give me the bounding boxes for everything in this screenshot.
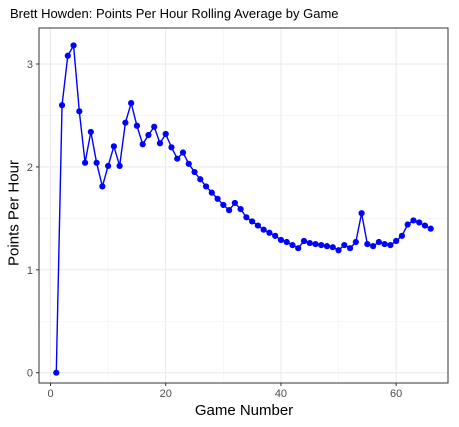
data-point: [70, 42, 77, 49]
series-layer: [53, 42, 434, 376]
data-point: [335, 247, 342, 254]
data-point: [260, 226, 267, 233]
plot-panel-border: [38, 27, 449, 384]
data-point: [128, 100, 135, 107]
data-point: [145, 131, 152, 139]
data-point: [318, 242, 325, 249]
data-point: [421, 222, 429, 229]
data-point: [329, 244, 336, 251]
data-point: [416, 219, 423, 226]
x-tick-label: 20: [160, 388, 172, 400]
data-point: [93, 159, 100, 166]
data-point: [364, 240, 371, 248]
data-point: [162, 130, 169, 138]
data-point: [272, 232, 279, 239]
chart-title: Brett Howden: Points Per Hour Rolling Av…: [10, 6, 339, 21]
x-tick-label: 40: [275, 388, 287, 400]
data-point: [174, 155, 181, 162]
data-point: [277, 236, 285, 244]
data-point: [249, 218, 256, 225]
data-point: [393, 237, 400, 245]
data-point: [398, 232, 406, 239]
data-point: [99, 183, 106, 190]
data-point: [179, 149, 187, 156]
data-point: [58, 102, 66, 109]
x-tick-label: 0: [47, 388, 53, 400]
data-point: [312, 240, 319, 248]
data-point: [300, 237, 308, 245]
data-point: [156, 140, 164, 147]
data-point: [352, 238, 359, 246]
data-point: [214, 195, 221, 202]
data-point: [358, 210, 365, 217]
data-point: [341, 242, 348, 249]
data-point: [289, 242, 296, 249]
data-point: [381, 240, 388, 248]
data-point: [133, 122, 141, 129]
data-point: [53, 369, 60, 376]
data-point: [110, 143, 117, 150]
y-tick-label: 1: [27, 265, 33, 277]
data-point: [191, 168, 198, 176]
data-point: [404, 221, 411, 228]
data-point: [168, 144, 175, 151]
data-point: [231, 199, 238, 207]
data-point: [295, 245, 302, 252]
data-point: [122, 119, 129, 126]
grid-major: [39, 28, 448, 383]
data-point: [306, 239, 313, 247]
x-tick-label: 60: [390, 388, 402, 400]
data-point: [237, 206, 244, 213]
y-axis-label: Points Per Hour: [5, 160, 23, 266]
data-point: [81, 159, 89, 166]
y-tick-label: 3: [27, 59, 33, 71]
data-point: [243, 214, 250, 221]
data-point: [87, 128, 94, 136]
data-point: [346, 245, 354, 252]
data-point: [410, 217, 417, 224]
data-point: [185, 160, 192, 167]
data-point: [427, 225, 434, 232]
data-point: [254, 222, 262, 229]
data-point: [387, 242, 394, 249]
data-point: [202, 183, 210, 190]
data-point: [220, 201, 227, 209]
data-point: [139, 141, 146, 148]
x-axis-label: Game Number: [194, 402, 294, 419]
data-point: [225, 207, 233, 214]
data-point: [197, 176, 204, 183]
data-point: [76, 108, 83, 115]
y-tick-label: 0: [27, 368, 33, 380]
y-tick-label: 2: [27, 162, 33, 174]
plot-panel-bg: [39, 28, 448, 383]
data-point: [116, 162, 123, 169]
data-point: [64, 52, 71, 59]
axis-ticks: 0 20 40 60 0 1 2 3: [27, 59, 402, 400]
data-point: [323, 243, 331, 250]
data-point: [266, 229, 273, 236]
data-point: [370, 243, 377, 250]
data-point: [283, 238, 290, 246]
data-point: [208, 189, 215, 196]
data-point: [151, 123, 158, 130]
data-point: [375, 238, 382, 246]
data-point: [105, 162, 112, 169]
